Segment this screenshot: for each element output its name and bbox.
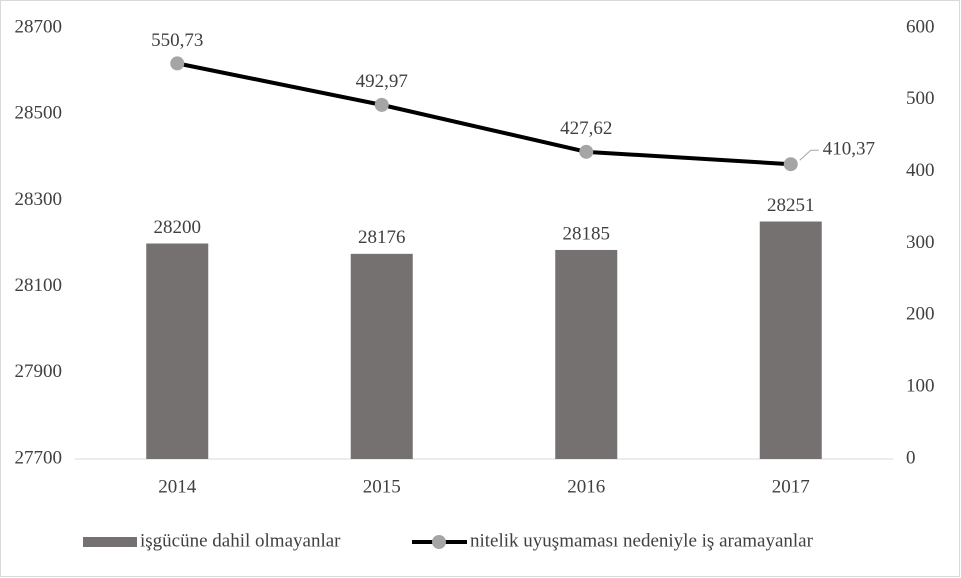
- y2-tick-label: 200: [906, 304, 935, 325]
- line-value-label: 550,73: [151, 30, 203, 51]
- label-leader: [799, 149, 819, 161]
- bar-value-label: 28176: [358, 227, 406, 248]
- bar: [146, 243, 209, 459]
- bar: [759, 221, 822, 459]
- y-tick-label: 27700: [15, 447, 63, 468]
- bar-value-label: 28185: [563, 223, 611, 244]
- y-tick-label: 28100: [15, 275, 63, 296]
- legend-marker: [432, 535, 446, 549]
- line: [176, 61, 791, 167]
- line-value-label: 492,97: [356, 71, 408, 92]
- y-tick-label: 28700: [15, 16, 63, 37]
- x-tick-label: 2014: [158, 476, 197, 497]
- bar: [350, 253, 413, 459]
- bar: [555, 249, 618, 459]
- x-tick-label: 2015: [363, 476, 401, 497]
- y2-tick-label: 300: [906, 232, 935, 253]
- y2-tick-label: 0: [906, 447, 916, 468]
- x-tick-label: 2016: [567, 476, 605, 497]
- y2-tick-label: 100: [906, 376, 935, 397]
- y2-tick-label: 400: [906, 160, 935, 181]
- line-marker: [783, 157, 798, 172]
- y-tick-label: 28300: [15, 189, 63, 210]
- y2-tick-label: 500: [906, 88, 935, 109]
- line-value-label: 410,37: [823, 139, 875, 160]
- y-tick-label: 27900: [15, 361, 63, 382]
- y-tick-label: 28500: [15, 103, 63, 124]
- bar-value-label: 28200: [154, 217, 202, 238]
- line-marker: [170, 56, 185, 71]
- line-marker: [374, 97, 389, 112]
- line-value-label: 427,62: [560, 118, 612, 139]
- bar-value-label: 28251: [767, 195, 815, 216]
- legend-label: nitelik uyuşmaması nedeniyle iş aramayan…: [470, 530, 814, 551]
- line-marker: [579, 144, 594, 159]
- legend-label: işgücüne dahil olmayanlar: [140, 530, 341, 551]
- legend-swatch: [83, 537, 137, 547]
- x-tick-label: 2017: [772, 476, 810, 497]
- y2-tick-label: 600: [906, 16, 935, 37]
